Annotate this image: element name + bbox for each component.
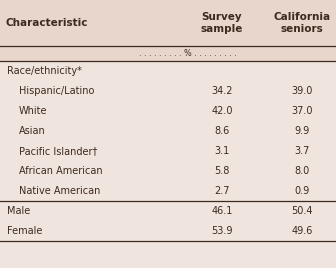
Text: Race/ethnicity*: Race/ethnicity* bbox=[7, 66, 82, 76]
Bar bbox=[0, 0, 336, 46]
Text: 53.9: 53.9 bbox=[211, 226, 233, 236]
Text: Pacific Islander†: Pacific Islander† bbox=[19, 146, 97, 156]
Text: 42.0: 42.0 bbox=[211, 106, 233, 116]
Text: 3.7: 3.7 bbox=[294, 146, 310, 156]
Text: 0.9: 0.9 bbox=[294, 186, 310, 196]
Text: Hispanic/Latino: Hispanic/Latino bbox=[19, 86, 94, 96]
Text: 34.2: 34.2 bbox=[211, 86, 233, 96]
Text: Female: Female bbox=[7, 226, 42, 236]
Text: . . . . . . . . . % . . . . . . . . .: . . . . . . . . . % . . . . . . . . . bbox=[139, 49, 237, 58]
Bar bbox=[0, 46, 336, 61]
Text: Asian: Asian bbox=[19, 126, 46, 136]
Text: 8.6: 8.6 bbox=[214, 126, 229, 136]
Text: 3.1: 3.1 bbox=[214, 146, 229, 156]
Text: 2.7: 2.7 bbox=[214, 186, 230, 196]
Text: African American: African American bbox=[19, 166, 102, 176]
Text: California
seniors: California seniors bbox=[274, 12, 331, 34]
Text: Characteristic: Characteristic bbox=[5, 18, 87, 28]
Text: 8.0: 8.0 bbox=[294, 166, 310, 176]
Text: 50.4: 50.4 bbox=[291, 206, 313, 216]
Text: 37.0: 37.0 bbox=[291, 106, 313, 116]
Text: 49.6: 49.6 bbox=[291, 226, 313, 236]
Text: 46.1: 46.1 bbox=[211, 206, 233, 216]
Text: 39.0: 39.0 bbox=[291, 86, 313, 96]
Text: 9.9: 9.9 bbox=[294, 126, 310, 136]
Text: Native American: Native American bbox=[19, 186, 100, 196]
Text: Survey
sample: Survey sample bbox=[201, 12, 243, 34]
Text: White: White bbox=[19, 106, 47, 116]
Text: 5.8: 5.8 bbox=[214, 166, 230, 176]
Text: Male: Male bbox=[7, 206, 30, 216]
